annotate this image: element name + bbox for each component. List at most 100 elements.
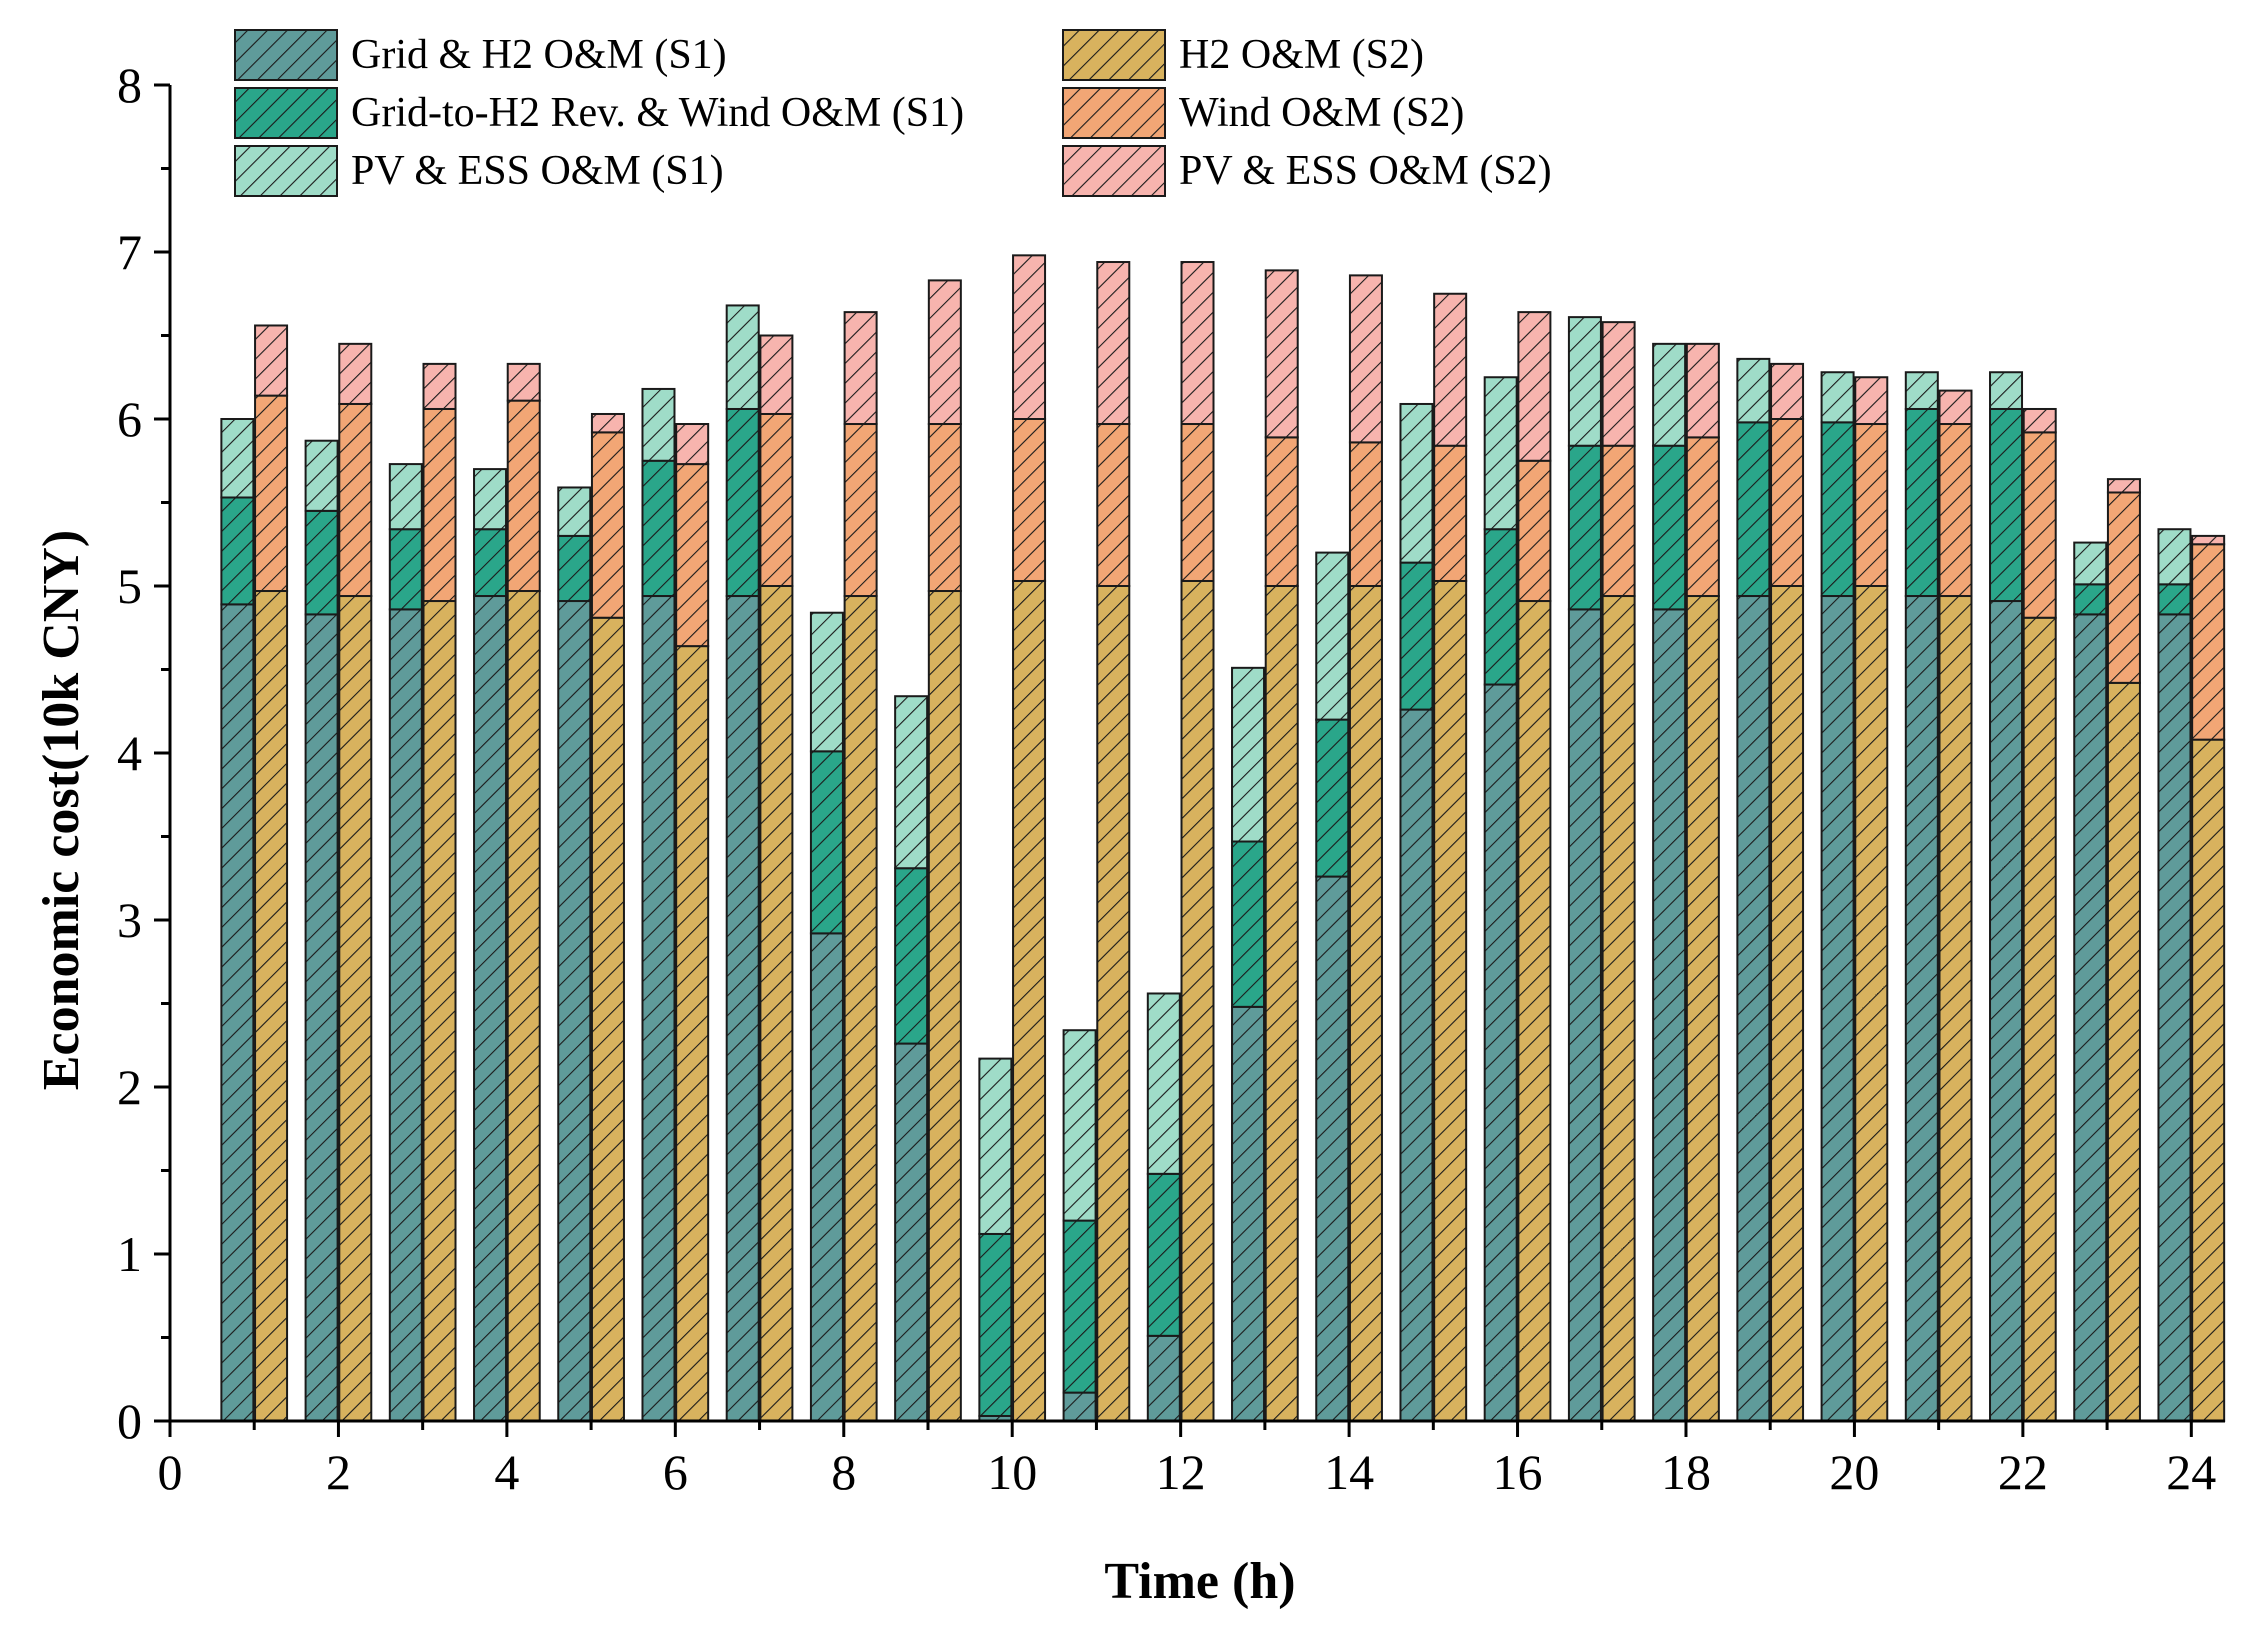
y-tick-label: 4 (117, 725, 142, 781)
bar-outline-pv-ess-o-m-s1-h14 (1315, 551, 1350, 721)
bar-outline-wind-o-m-s2-h24 (2191, 543, 2226, 741)
bar-outline-h2-o-m-s2-h5 (590, 616, 625, 1422)
bar-outline-pv-ess-o-m-s1-h24 (2157, 528, 2192, 586)
bar-outline-grid-to-h2-rev-wind-o-m-s1-h12 (1146, 1172, 1181, 1337)
bar-outline-grid-h2-o-m-s1-h7 (725, 595, 760, 1422)
bar-outline-pv-ess-o-m-s2-h16 (1517, 311, 1552, 462)
bar-outline-pv-ess-o-m-s1-h16 (1483, 376, 1518, 531)
bar-outline-pv-ess-o-m-s2-h3 (422, 362, 457, 410)
bar-outline-h2-o-m-s2-h18 (1685, 595, 1720, 1422)
bar-outline-h2-o-m-s2-h9 (927, 590, 962, 1422)
bar-outline-h2-o-m-s2-h17 (1601, 595, 1636, 1422)
bar-outline-pv-ess-o-m-s1-h23 (2073, 541, 2108, 586)
legend: Grid & H2 O&M (S1) Grid-to-H2 Rev. & Wind… (234, 29, 1552, 197)
x-tick-label: 8 (831, 1444, 856, 1500)
bar-outline-wind-o-m-s2-h13 (1264, 436, 1299, 587)
bar-outline-grid-to-h2-rev-wind-o-m-s1-h17 (1567, 444, 1602, 611)
legend-swatch-outline-pv-ess-o-m-s2 (1062, 145, 1166, 197)
bar-outline-h2-o-m-s2-h22 (2022, 616, 2057, 1422)
bar-outline-h2-o-m-s2-h23 (2106, 681, 2141, 1422)
bar-outline-pv-ess-o-m-s2-h12 (1180, 261, 1215, 426)
bar-outline-grid-to-h2-rev-wind-o-m-s1-h20 (1820, 421, 1855, 598)
bar-outline-grid-to-h2-rev-wind-o-m-s1-h4 (473, 528, 508, 598)
bar-outline-wind-o-m-s2-h9 (927, 423, 962, 593)
legend-swatch-outline-h2-o-m-s2 (1062, 29, 1166, 81)
bar-outline-wind-o-m-s2-h8 (843, 423, 878, 598)
bar-outline-pv-ess-o-m-s1-h9 (894, 695, 929, 870)
bar-outline-grid-h2-o-m-s1-h24 (2157, 613, 2192, 1422)
bar-outline-grid-h2-o-m-s1-h2 (304, 613, 339, 1422)
bar-outline-wind-o-m-s2-h7 (759, 412, 794, 587)
bar-outline-grid-to-h2-rev-wind-o-m-s1-h2 (304, 509, 339, 616)
bar-outline-h2-o-m-s2-h7 (759, 585, 794, 1422)
bar-outline-grid-to-h2-rev-wind-o-m-s1-h24 (2157, 583, 2192, 616)
x-tick-label: 22 (1998, 1444, 2048, 1500)
bar-outline-grid-to-h2-rev-wind-o-m-s1-h19 (1736, 421, 1771, 598)
bar-outline-pv-ess-o-m-s2-h10 (1012, 254, 1047, 420)
legend-label-h2-o-m-s2: H2 O&M (S2) (1179, 32, 1424, 78)
bar-outline-pv-ess-o-m-s1-h1 (220, 418, 255, 499)
x-tick-label: 16 (1493, 1444, 1543, 1500)
bar-outline-grid-to-h2-rev-wind-o-m-s1-h6 (641, 459, 676, 598)
bar-outline-grid-to-h2-rev-wind-o-m-s1-h10 (978, 1232, 1013, 1417)
bar-outline-grid-h2-o-m-s1-h19 (1736, 595, 1771, 1422)
bar-outline-grid-h2-o-m-s1-h16 (1483, 683, 1518, 1422)
y-tick-label: 3 (117, 892, 142, 948)
bar-outline-pv-ess-o-m-s2-h2 (338, 342, 373, 405)
bar-outline-pv-ess-o-m-s2-h9 (927, 279, 962, 426)
bar-outline-wind-o-m-s2-h16 (1517, 459, 1552, 603)
bar-outline-wind-o-m-s2-h2 (338, 402, 373, 598)
bar-outline-wind-o-m-s2-h5 (590, 431, 625, 619)
bar-outline-wind-o-m-s2-h22 (2022, 431, 2057, 619)
bar-outline-pv-ess-o-m-s1-h15 (1399, 402, 1434, 564)
bar-outline-pv-ess-o-m-s1-h19 (1736, 357, 1771, 424)
bar-outline-grid-h2-o-m-s1-h14 (1315, 875, 1350, 1422)
bar-outline-wind-o-m-s2-h17 (1601, 444, 1636, 598)
bar-outline-pv-ess-o-m-s2-h20 (1854, 376, 1889, 426)
bar-outline-wind-o-m-s2-h4 (506, 399, 541, 593)
bar-outline-grid-h2-o-m-s1-h20 (1820, 595, 1855, 1422)
bar-outline-pv-ess-o-m-s2-h18 (1685, 342, 1720, 439)
bar-outline-h2-o-m-s2-h21 (1938, 595, 1973, 1422)
bar-outline-pv-ess-o-m-s2-h5 (590, 412, 625, 434)
x-tick-label: 6 (663, 1444, 688, 1500)
x-tick-label: 4 (494, 1444, 519, 1500)
bar-outline-grid-h2-o-m-s1-h3 (388, 608, 423, 1422)
bar-outline-pv-ess-o-m-s2-h14 (1348, 274, 1383, 444)
bar-outline-wind-o-m-s2-h10 (1012, 418, 1047, 582)
bar-outline-h2-o-m-s2-h14 (1348, 585, 1383, 1422)
legend-swatch-outline-grid-h2-o-m-s1 (234, 29, 338, 81)
bar-outline-pv-ess-o-m-s1-h7 (725, 304, 760, 410)
bar-outline-grid-to-h2-rev-wind-o-m-s1-h23 (2073, 583, 2108, 616)
y-tick-label: 1 (117, 1226, 142, 1282)
bar-outline-pv-ess-o-m-s2-h24 (2191, 534, 2226, 546)
bar-series-group (220, 254, 2226, 1423)
bar-outline-pv-ess-o-m-s2-h13 (1264, 269, 1299, 439)
bar-outline-pv-ess-o-m-s1-h8 (809, 611, 844, 753)
bar-outline-grid-to-h2-rev-wind-o-m-s1-h21 (1904, 407, 1939, 598)
bar-outline-h2-o-m-s2-h13 (1264, 585, 1299, 1422)
bar-outline-h2-o-m-s2-h24 (2191, 738, 2226, 1422)
bar-outline-grid-h2-o-m-s1-h4 (473, 595, 508, 1422)
bar-outline-h2-o-m-s2-h16 (1517, 600, 1552, 1422)
bar-outline-grid-h2-o-m-s1-h1 (220, 603, 255, 1422)
y-tick-label: 0 (117, 1393, 142, 1449)
bar-outline-grid-to-h2-rev-wind-o-m-s1-h22 (1989, 407, 2024, 603)
bar-outline-wind-o-m-s2-h18 (1685, 436, 1720, 598)
bar-outline-grid-h2-o-m-s1-h5 (557, 600, 592, 1422)
y-axis-title: Economic cost(10k CNY) (33, 530, 90, 1090)
bar-outline-pv-ess-o-m-s1-h21 (1904, 371, 1939, 410)
bar-outline-grid-to-h2-rev-wind-o-m-s1-h13 (1231, 840, 1266, 1008)
bar-outline-grid-to-h2-rev-wind-o-m-s1-h7 (725, 407, 760, 598)
bar-outline-grid-h2-o-m-s1-h8 (809, 932, 844, 1422)
bar-outline-grid-to-h2-rev-wind-o-m-s1-h14 (1315, 718, 1350, 878)
bar-outline-wind-o-m-s2-h21 (1938, 423, 1973, 598)
x-tick-label: 18 (1661, 1444, 1711, 1500)
bar-outline-pv-ess-o-m-s1-h20 (1820, 371, 1855, 424)
bar-outline-h2-o-m-s2-h20 (1854, 585, 1889, 1422)
bar-outline-grid-h2-o-m-s1-h6 (641, 595, 676, 1422)
bar-outline-grid-h2-o-m-s1-h9 (894, 1042, 929, 1422)
bar-outline-wind-o-m-s2-h15 (1433, 444, 1468, 582)
y-tick-label: 8 (117, 57, 142, 113)
